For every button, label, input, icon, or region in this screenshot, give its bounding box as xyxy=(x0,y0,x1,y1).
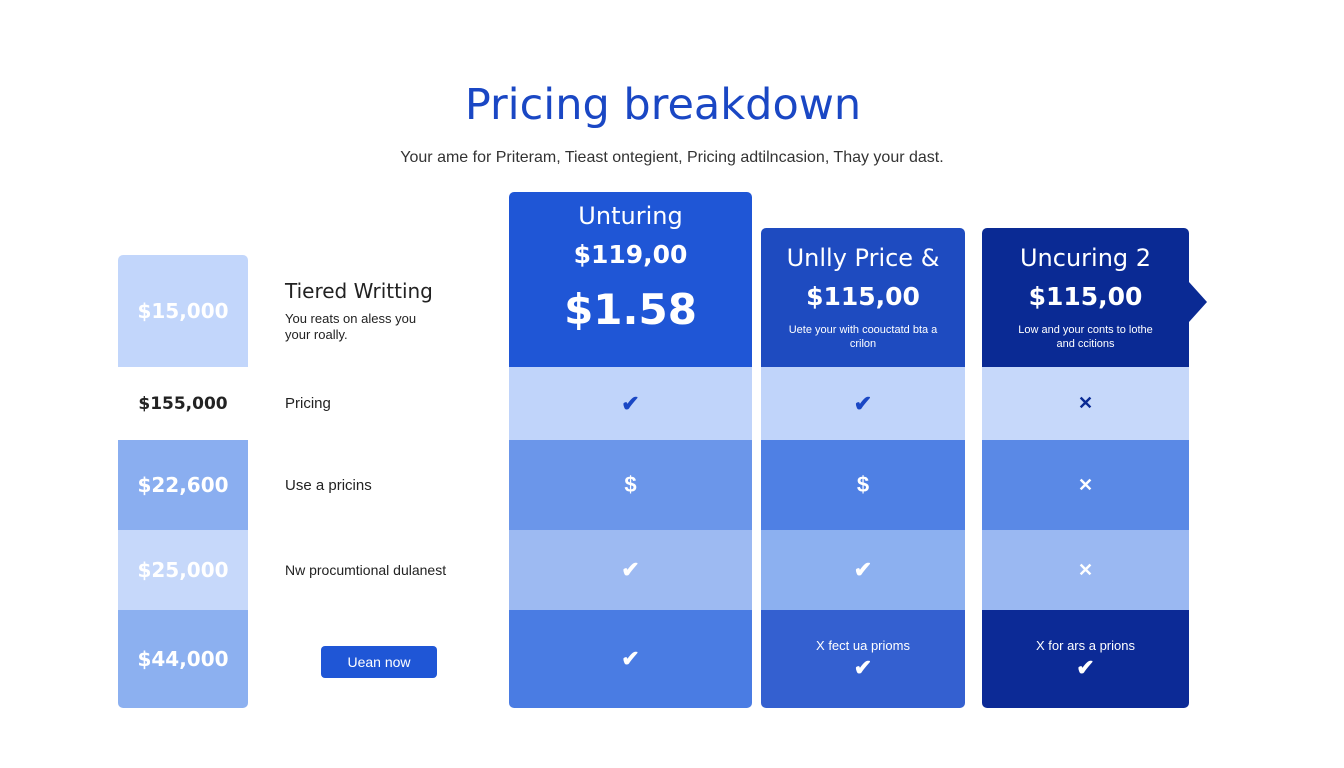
x-icon: ✕ xyxy=(982,530,1189,610)
feature-row: Use a pricins xyxy=(248,440,505,530)
plan-header: Unturing $119,00 $1.58 xyxy=(509,192,752,367)
last-row-cell: X fect ua prioms ✔ xyxy=(761,610,965,708)
feature-header: Tiered Writting You reats on aless you y… xyxy=(248,255,505,367)
plan-big-price: $1.58 xyxy=(564,285,697,334)
value-cell: $25,000 xyxy=(118,530,248,610)
plan-name: Uncuring 2 xyxy=(1019,244,1152,272)
dollar-icon: $ xyxy=(509,440,752,530)
plan-header: Uncuring 2 $115,00 Low and your conts to… xyxy=(982,228,1189,367)
dollar-icon: $ xyxy=(761,440,965,530)
value-cell: $155,000 xyxy=(118,367,248,440)
feature-desc: You reats on aless you your roally. xyxy=(285,311,417,342)
last-row-cell: X for ars a prions ✔ xyxy=(982,610,1189,708)
check-icon: ✔ xyxy=(509,530,752,610)
check-icon: ✔ xyxy=(509,610,752,708)
check-icon: ✔ xyxy=(761,530,965,610)
arrow-pointer-icon xyxy=(1189,282,1207,322)
row-note: X fect ua prioms xyxy=(816,637,910,653)
row-note: X for ars a prions xyxy=(1036,637,1135,653)
plan-price: $115,00 xyxy=(1028,282,1143,311)
x-icon: ✕ xyxy=(982,367,1189,440)
feature-row: Nw procumtional dulanest xyxy=(248,530,505,610)
feature-row: Pricing xyxy=(248,367,505,440)
check-icon: ✔ xyxy=(761,367,965,440)
check-icon: ✔ xyxy=(853,654,873,680)
check-icon: ✔ xyxy=(1076,654,1095,680)
value-cell: $22,600 xyxy=(118,440,248,530)
value-cell: $15,000 xyxy=(118,255,248,367)
check-icon: ✔ xyxy=(509,367,752,440)
plan-price: $115,00 xyxy=(806,282,920,311)
plan-price: $119,00 xyxy=(573,240,688,269)
plan-name: Unlly Price & xyxy=(786,244,940,272)
plan-name: Unturing xyxy=(578,202,683,230)
learn-now-button[interactable]: Uean now xyxy=(321,646,437,678)
plan-header: Unlly Price & $115,00 Uete your with coo… xyxy=(761,228,965,367)
page-subtitle: Your ame for Priteram, Tieast ontegient,… xyxy=(400,149,944,166)
page-title: Pricing breakdown xyxy=(464,80,862,130)
plan-desc: Low and your conts to lothe and ccitions xyxy=(1018,324,1153,350)
plan-desc: Uete your with coouctatd bta a crilon xyxy=(788,324,938,350)
feature-title: Tiered Writting xyxy=(285,279,433,303)
value-cell: $44,000 xyxy=(118,610,248,708)
x-icon: ✕ xyxy=(982,440,1189,530)
